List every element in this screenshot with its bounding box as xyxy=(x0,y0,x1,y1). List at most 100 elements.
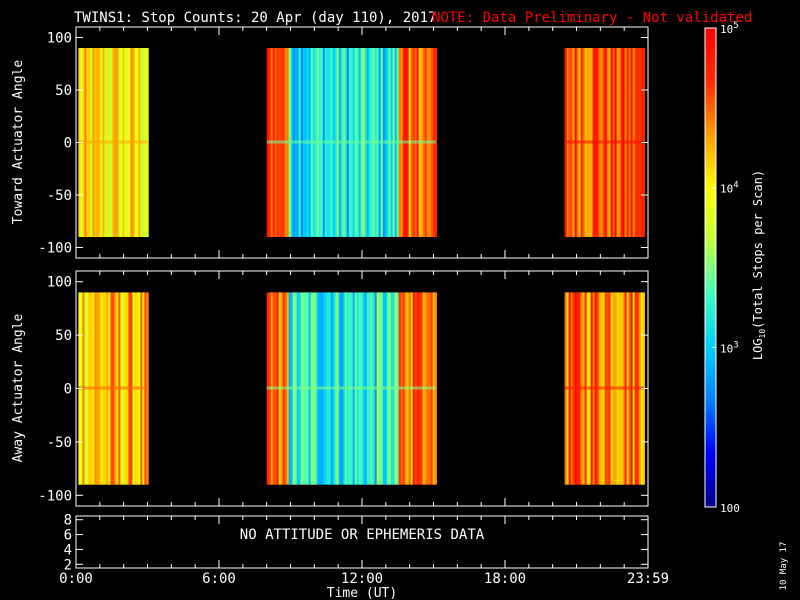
colorbar-swatch xyxy=(705,342,716,346)
colorbar-swatch xyxy=(705,228,716,233)
colorbar-swatch xyxy=(705,117,716,122)
colorbar-swatch xyxy=(705,54,716,59)
colorbar-swatch xyxy=(705,471,716,475)
zero-angle-streak xyxy=(564,386,645,390)
colorbar-swatch xyxy=(705,360,716,364)
y-tick-label: 50 xyxy=(55,83,72,99)
away-data-block xyxy=(564,292,645,485)
colorbar-swatch xyxy=(705,231,716,236)
colorbar-swatch xyxy=(705,306,716,310)
colorbar-swatch xyxy=(705,51,716,56)
colorbar-swatch xyxy=(705,108,716,113)
y-tick-label: 6 xyxy=(64,528,72,544)
colorbar-swatch xyxy=(705,57,716,62)
colorbar-swatch xyxy=(705,330,716,334)
colorbar-swatch xyxy=(705,474,716,478)
colorbar-swatch xyxy=(705,438,716,442)
colorbar-swatch xyxy=(705,339,716,343)
colorbar-swatch xyxy=(705,303,716,307)
colorbar-swatch xyxy=(705,28,716,32)
colorbar-swatch xyxy=(705,411,716,415)
colorbar-swatch xyxy=(705,150,716,155)
toward-data-block xyxy=(266,48,437,237)
x-tick-label: 23:59 xyxy=(627,571,669,587)
colorbar-swatch xyxy=(705,135,716,140)
away-y-axis-label: Away Actuator Angle xyxy=(11,313,26,462)
colorbar-swatch xyxy=(705,351,716,355)
colorbar-tick-label: 100 xyxy=(720,502,740,515)
colorbar-swatch xyxy=(705,252,716,257)
colorbar-swatch xyxy=(705,396,716,400)
colorbar-swatch xyxy=(705,156,716,161)
colorbar-swatch xyxy=(705,327,716,331)
colorbar-swatch xyxy=(705,273,716,277)
colorbar-swatch xyxy=(705,198,716,203)
colorbar-swatch xyxy=(705,297,716,301)
colorbar-swatch xyxy=(705,207,716,212)
colorbar-swatch xyxy=(705,234,716,239)
colorbar-swatch xyxy=(705,42,716,47)
x-axis-label: Time (UT) xyxy=(327,586,397,600)
colorbar-swatch xyxy=(705,345,716,349)
colorbar-swatch xyxy=(705,99,716,104)
colorbar-swatch xyxy=(705,504,716,508)
colorbar-swatch xyxy=(705,486,716,490)
zero-angle-streak xyxy=(78,386,148,390)
colorbar-swatch xyxy=(705,300,716,304)
colorbar-swatch xyxy=(705,30,716,35)
colorbar-swatch xyxy=(705,405,716,409)
colorbar-label: LOG10(Total Stops per Scan) xyxy=(751,170,767,360)
y-tick-label: -100 xyxy=(38,241,72,257)
colorbar-swatch xyxy=(705,468,716,472)
colorbar-swatch xyxy=(705,138,716,143)
colorbar-swatch xyxy=(705,249,716,254)
colorbar-swatch xyxy=(705,141,716,146)
figure-title: TWINS1: Stop Counts: 20 Apr (day 110), 2… xyxy=(74,10,436,26)
zero-angle-streak xyxy=(266,140,436,144)
colorbar-swatch xyxy=(705,381,716,385)
colorbar-swatch xyxy=(705,168,716,173)
colorbar-swatch xyxy=(705,129,716,134)
colorbar-swatch xyxy=(705,120,716,125)
colorbar-swatch xyxy=(705,426,716,430)
colorbar-swatch xyxy=(705,105,716,110)
x-tick-label: 18:00 xyxy=(484,571,526,587)
colorbar-swatch xyxy=(705,174,716,179)
away-panel: 100 50 0 -50 -100 xyxy=(38,270,649,507)
colorbar-swatch xyxy=(705,492,716,496)
y-tick-label: -100 xyxy=(38,488,72,504)
colorbar-swatch xyxy=(705,84,716,89)
colorbar-swatch xyxy=(705,387,716,391)
colorbar-swatch xyxy=(705,171,716,176)
y-tick-label: -50 xyxy=(47,188,72,204)
colorbar-swatch xyxy=(705,477,716,481)
colorbar-swatch xyxy=(705,33,716,38)
away-data-block xyxy=(266,292,437,485)
colorbar-swatch xyxy=(705,177,716,182)
date-stamp: 10 May 17 xyxy=(779,542,789,591)
colorbar-swatch xyxy=(705,102,716,107)
zero-angle-streak xyxy=(266,386,436,390)
colorbar-swatch xyxy=(705,78,716,83)
colorbar-swatch xyxy=(705,324,716,328)
colorbar-swatch xyxy=(705,432,716,436)
colorbar-swatch xyxy=(705,189,716,194)
colorbar-swatch xyxy=(705,261,716,265)
colorbar-swatch xyxy=(705,354,716,358)
colorbar-swatch xyxy=(705,483,716,487)
colorbar-swatch xyxy=(705,75,716,80)
y-tick-label: -50 xyxy=(47,435,72,451)
colorbar-swatch xyxy=(705,369,716,373)
colorbar-swatch xyxy=(705,276,716,280)
colorbar-swatch xyxy=(705,159,716,164)
zero-angle-streak xyxy=(564,140,645,144)
colorbar-swatch xyxy=(705,255,716,260)
colorbar-swatch xyxy=(705,357,716,361)
y-tick-label: 8 xyxy=(64,513,72,529)
colorbar: 105 104 103 100 xyxy=(704,21,740,515)
colorbar-swatch xyxy=(705,288,716,292)
colorbar-swatch xyxy=(705,462,716,466)
colorbar-swatch xyxy=(705,246,716,251)
